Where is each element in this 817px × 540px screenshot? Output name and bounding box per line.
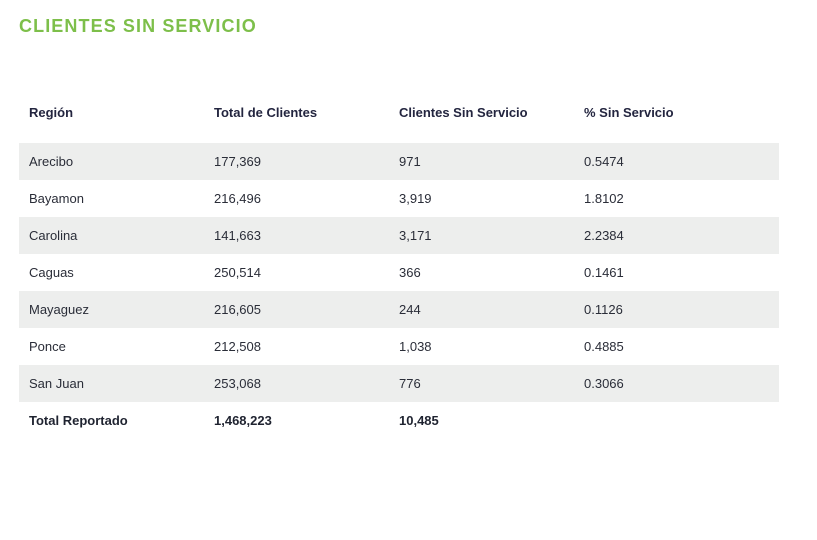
pct-sin-servicio-cell: 2.2384 (574, 217, 779, 254)
pct-sin-servicio-cell: 0.5474 (574, 143, 779, 180)
region-cell: San Juan (19, 365, 204, 402)
table-body: Arecibo 177,369 971 0.5474 Bayamon 216,4… (19, 143, 779, 402)
pct-sin-servicio-total (574, 402, 779, 439)
region-cell: Bayamon (29, 191, 84, 206)
table-row: Carolina 141,663 3,171 2.2384 (19, 217, 779, 254)
pct-sin-servicio-cell: 1.8102 (584, 191, 624, 206)
header-row: Región Total de Clientes Clientes Sin Se… (19, 94, 779, 131)
region-cell: Ponce (29, 339, 66, 354)
region-cell: Arecibo (19, 143, 204, 180)
column-header-pct-sin-servicio: % Sin Servicio (584, 105, 674, 120)
clientes-sin-servicio-cell: 1,038 (399, 339, 432, 354)
total-label: Total Reportado (29, 413, 128, 428)
total-clientes-cell: 250,514 (214, 265, 261, 280)
table-row: Ponce 212,508 1,038 0.4885 (19, 328, 779, 365)
clientes-sin-servicio-cell: 366 (399, 265, 421, 280)
column-header-region: Región (29, 105, 74, 120)
clientes-sin-servicio-cell: 3,919 (399, 191, 432, 206)
pct-sin-servicio-cell: 0.3066 (574, 365, 779, 402)
total-clientes-cell: 141,663 (204, 217, 389, 254)
table-row: Mayaguez 216,605 244 0.1126 (19, 291, 779, 328)
pct-sin-servicio-cell: 0.1126 (574, 291, 779, 328)
pct-sin-servicio-cell: 0.1461 (584, 265, 624, 280)
column-header-total-clientes: Total de Clientes (214, 105, 318, 120)
clientes-sin-servicio-cell: 776 (389, 365, 574, 402)
region-cell: Mayaguez (19, 291, 204, 328)
header-spacer (19, 131, 779, 143)
clientes-sin-servicio-cell: 244 (389, 291, 574, 328)
region-cell: Caguas (29, 265, 74, 280)
page-title: CLIENTES SIN SERVICIO (19, 16, 257, 36)
pct-sin-servicio-cell: 0.4885 (584, 339, 624, 354)
region-cell: Carolina (19, 217, 204, 254)
table-row: San Juan 253,068 776 0.3066 (19, 365, 779, 402)
table-footer: Total Reportado 1,468,223 10,485 (19, 402, 779, 439)
table-row: Arecibo 177,369 971 0.5474 (19, 143, 779, 180)
table-row: Bayamon 216,496 3,919 1.8102 (19, 180, 779, 217)
total-clientes-cell: 212,508 (214, 339, 261, 354)
column-header-clientes-sin-servicio: Clientes Sin Servicio (399, 105, 528, 120)
total-clientes-sum: 1,468,223 (214, 413, 272, 428)
total-clientes-cell: 216,605 (204, 291, 389, 328)
total-clientes-cell: 216,496 (214, 191, 261, 206)
table-header: Región Total de Clientes Clientes Sin Se… (19, 94, 779, 143)
clientes-sin-servicio-sum: 10,485 (399, 413, 439, 428)
total-clientes-cell: 253,068 (204, 365, 389, 402)
total-row: Total Reportado 1,468,223 10,485 (19, 402, 779, 439)
total-clientes-cell: 177,369 (204, 143, 389, 180)
clientes-sin-servicio-cell: 3,171 (389, 217, 574, 254)
outage-table: Región Total de Clientes Clientes Sin Se… (19, 94, 779, 439)
clientes-sin-servicio-cell: 971 (389, 143, 574, 180)
table-row: Caguas 250,514 366 0.1461 (19, 254, 779, 291)
